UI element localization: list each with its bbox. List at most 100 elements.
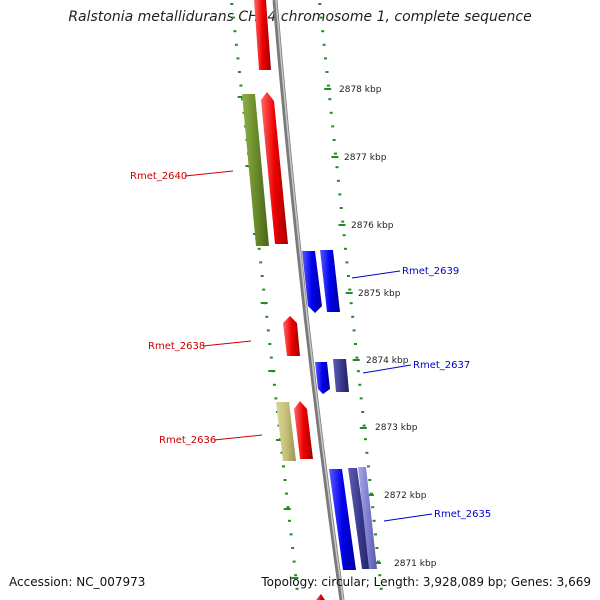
tick-minor [289, 533, 293, 536]
gene-rmet-2640-olive [242, 94, 269, 246]
tick-minor [359, 397, 363, 400]
tick-minor [272, 383, 276, 386]
tick-minor [286, 506, 290, 509]
tick-major [366, 494, 374, 496]
tick-minor [374, 533, 377, 536]
tick-major [324, 88, 332, 90]
tick-major [374, 562, 381, 564]
tick-major [260, 302, 268, 304]
tick-minor [322, 43, 326, 46]
tick-minor [325, 71, 329, 73]
gene-rmet-2637-navy [333, 359, 349, 392]
tick-minor [265, 315, 269, 318]
tick-minor [362, 424, 366, 427]
tick-minor [259, 261, 263, 264]
gene-label-rmet-2638[interactable]: Rmet_2638 [148, 341, 205, 352]
tick-minor [282, 465, 285, 468]
tick-minor [321, 30, 325, 33]
gene-label-rmet-2635[interactable]: Rmet_2635 [434, 509, 491, 520]
tick-minor [292, 560, 296, 563]
tick-minor [376, 560, 380, 563]
tick-minor [349, 302, 353, 305]
tick-minor [379, 587, 383, 590]
tick-major [345, 292, 353, 294]
gene-red-long [261, 92, 288, 244]
tick-major [352, 359, 360, 361]
kbp-label-2878: 2878 kbp [339, 85, 382, 95]
tick-minor [358, 383, 362, 386]
tick-track-inner [318, 3, 383, 590]
tick-minor [260, 275, 264, 277]
tick-major [237, 96, 245, 98]
tick-minor [332, 139, 336, 141]
tick-minor [274, 397, 278, 400]
tick-major [331, 156, 339, 158]
tick-minor [280, 451, 284, 454]
tick-minor [257, 247, 261, 250]
tick-minor [372, 519, 376, 522]
tick-minor [262, 288, 266, 291]
tick-minor [361, 411, 365, 413]
kbp-label-2873: 2873 kbp [375, 423, 418, 433]
tick-minor [335, 166, 339, 169]
tick-minor [342, 234, 346, 237]
gene-label-rmet-2636[interactable]: Rmet_2636 [159, 435, 216, 446]
tick-minor [375, 547, 379, 549]
tick-minor [324, 57, 327, 60]
kbp-label-2875: 2875 kbp [358, 289, 401, 299]
gene-label-rmet-2637[interactable]: Rmet_2637 [413, 360, 470, 371]
map-title: Ralstonia metallidurans CH34 chromosome … [68, 9, 532, 25]
gene-rmet-2636-khaki [276, 402, 296, 461]
tick-major [283, 508, 291, 510]
tick-major [291, 577, 299, 579]
connector-rmet-2636 [213, 434, 263, 441]
tick-minor [371, 506, 375, 509]
tick-minor [269, 356, 273, 359]
topology-text: Topology: circular; Length: 3,928,089 bp… [261, 575, 591, 589]
connector-rmet-2637 [362, 364, 412, 374]
tick-minor [291, 547, 295, 549]
tick-minor [345, 261, 349, 264]
tick-minor [346, 275, 350, 277]
tick-minor [366, 465, 370, 468]
tick-minor [230, 3, 234, 5]
tick-minor [355, 356, 359, 359]
gene-rmet-2635-lavender [358, 467, 377, 569]
chromosome-backbone [272, 0, 345, 600]
kbp-label-2871: 2871 kbp [394, 559, 437, 569]
tick-minor [234, 43, 238, 46]
gene-top-red [254, 0, 271, 70]
tick-minor [368, 479, 372, 481]
gene-bottom-red [316, 594, 325, 600]
tick-minor [334, 152, 337, 155]
gene-label-rmet-2639[interactable]: Rmet_2639 [402, 266, 459, 277]
tick-minor [231, 16, 235, 19]
gene-red-lower [294, 401, 313, 459]
tick-minor [285, 492, 288, 495]
tick-minor [338, 193, 342, 196]
gene-label-rmet-2640[interactable]: Rmet_2640 [130, 171, 187, 182]
tick-minor [352, 329, 356, 332]
tick-minor [354, 343, 357, 345]
tick-minor [351, 315, 355, 318]
kbp-label-2876: 2876 kbp [351, 221, 394, 231]
tick-minor [364, 438, 367, 441]
connector-rmet-2639 [351, 270, 401, 279]
tick-minor [339, 207, 343, 209]
tick-minor [365, 451, 369, 454]
tick-minor [336, 179, 340, 182]
tick-major [276, 439, 283, 441]
tick-minor [288, 519, 291, 522]
gene-rmet-2639-blue [320, 250, 340, 312]
tick-minor [318, 3, 322, 5]
tick-minor [295, 587, 299, 590]
tick-minor [239, 84, 243, 87]
tick-track-outer [230, 3, 299, 590]
tick-major [359, 427, 367, 429]
kbp-label-2877: 2877 kbp [344, 153, 387, 163]
tick-minor [348, 288, 352, 291]
tick-minor [266, 329, 270, 332]
tick-minor [294, 574, 298, 577]
tick-major [268, 370, 276, 372]
